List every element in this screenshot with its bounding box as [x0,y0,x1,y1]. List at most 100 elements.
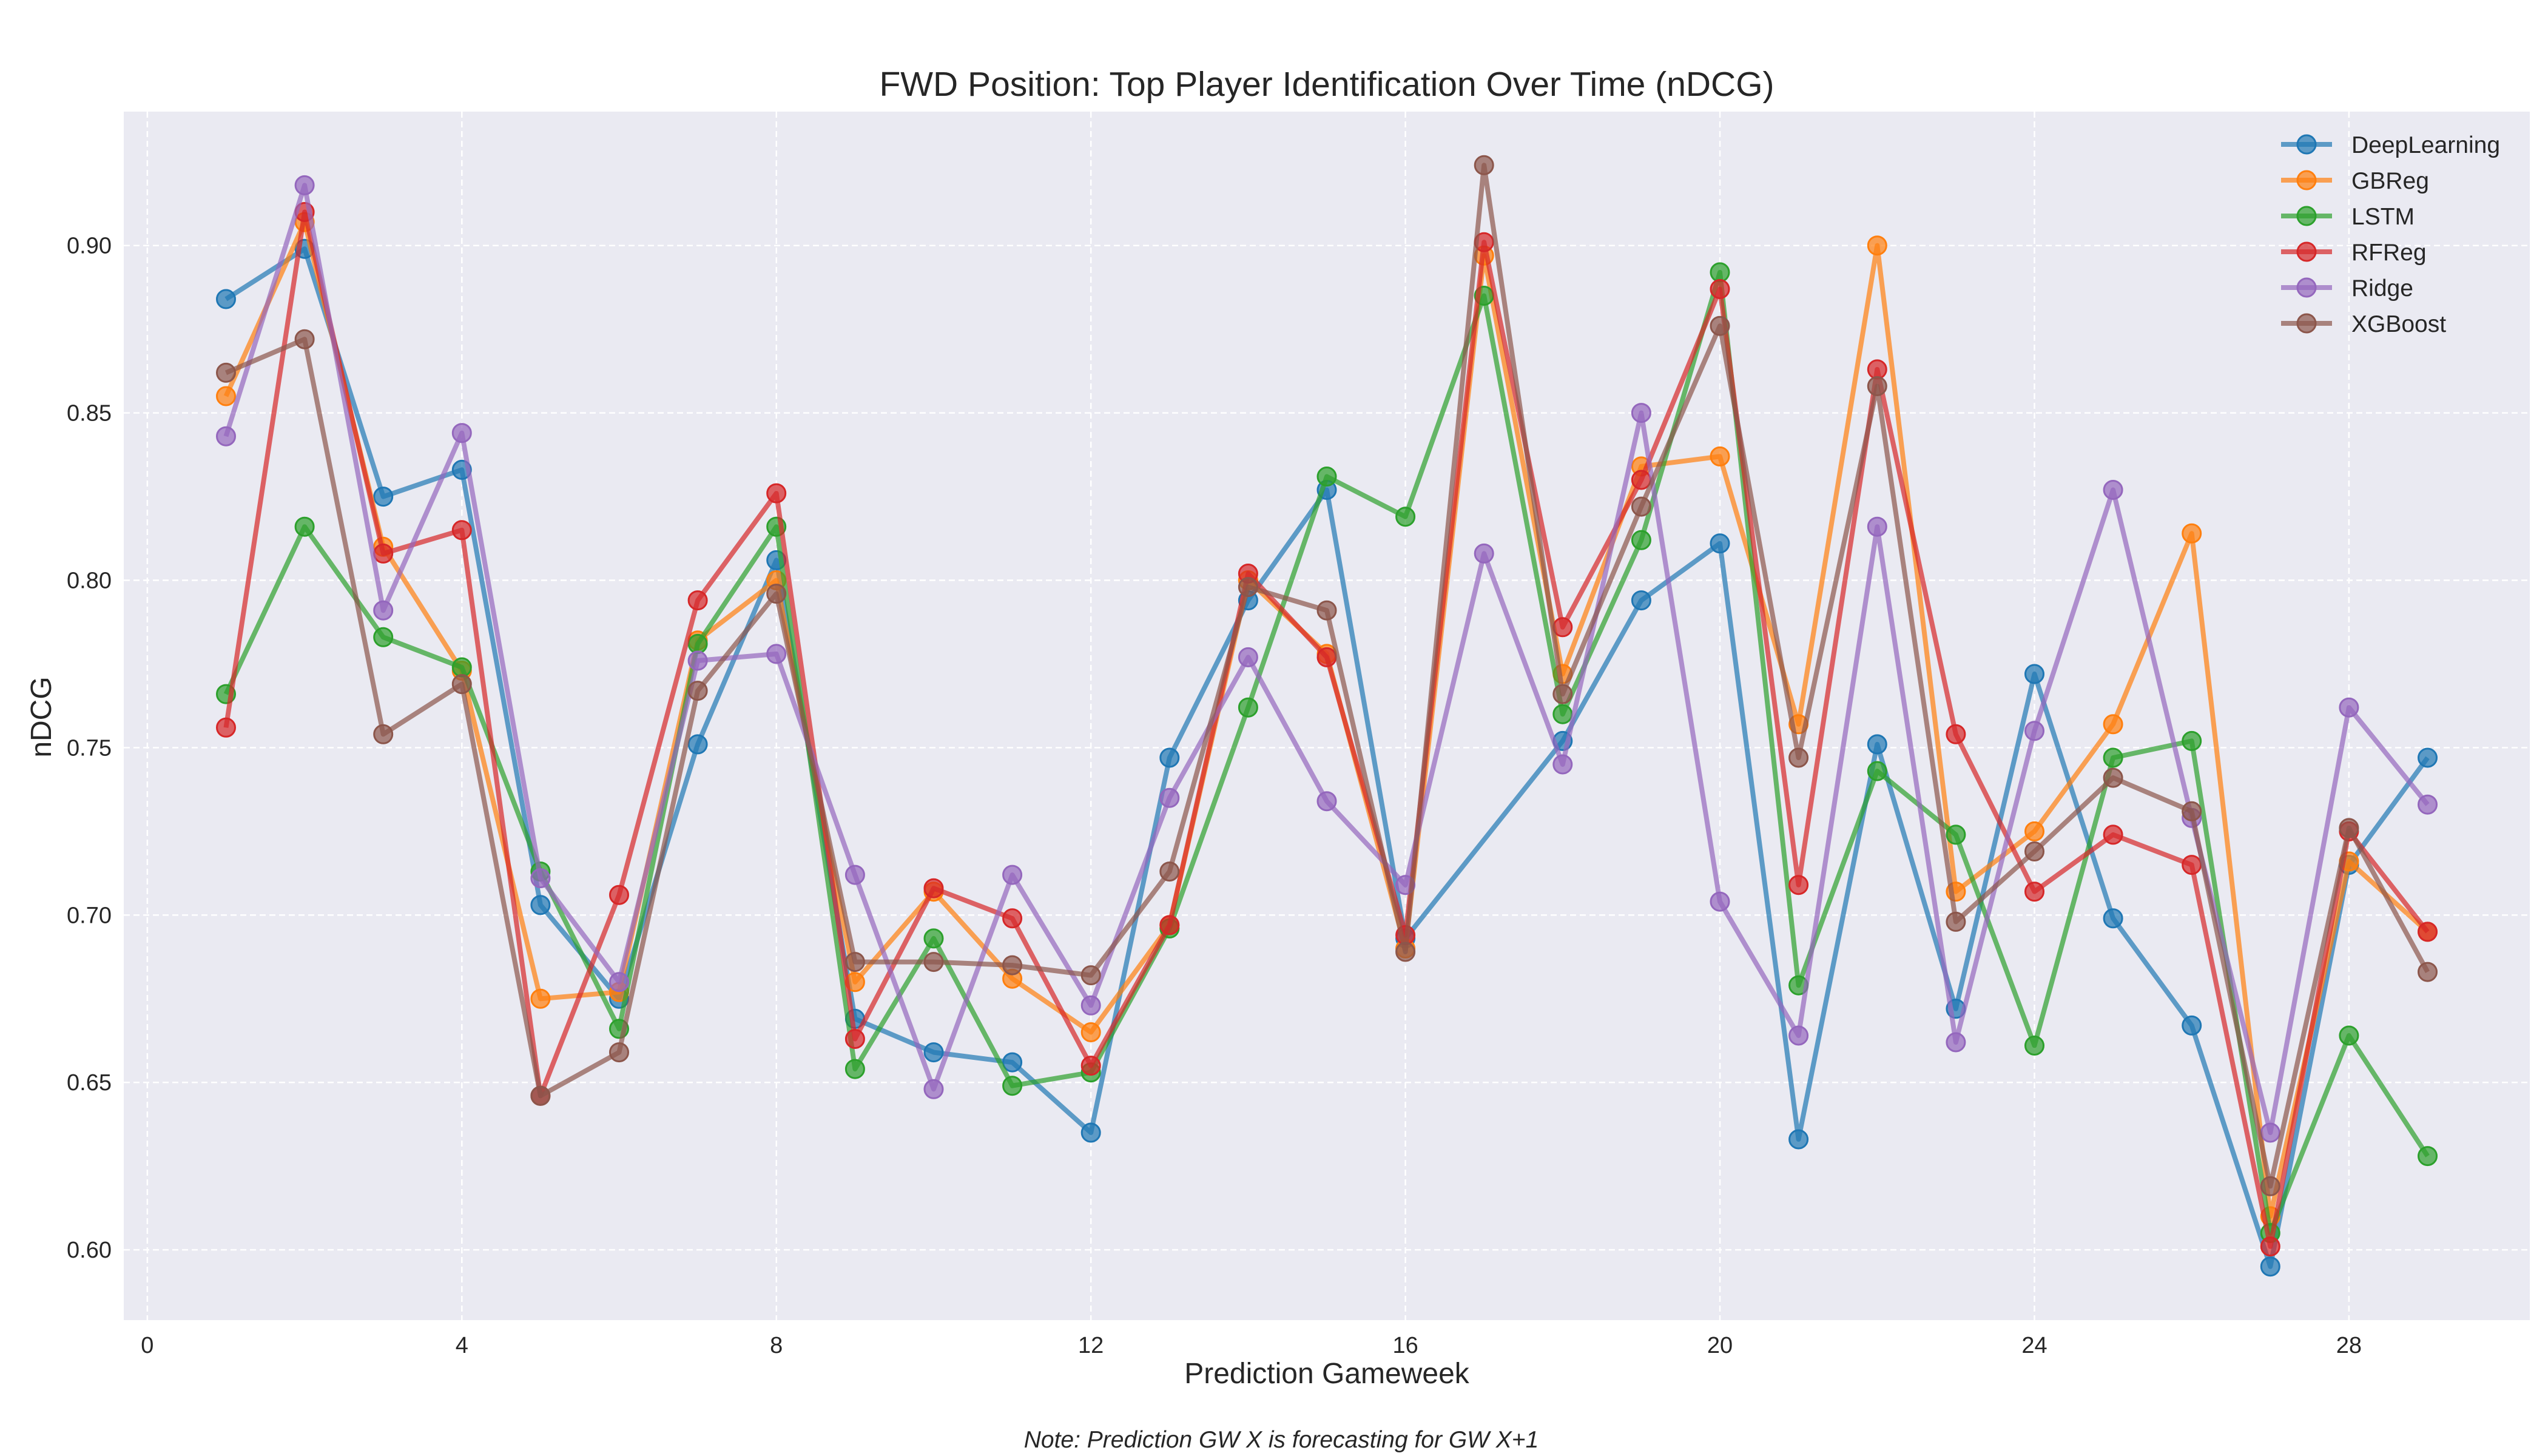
data-point-xgboost [1710,315,1730,336]
data-point-ridge [766,644,787,664]
data-point-rfreg [844,1029,865,1049]
legend-item-gbreg: GBReg [2281,168,2429,194]
legend-marker [2296,313,2317,334]
data-point-gbreg [530,988,551,1009]
data-point-lstm [1395,507,1416,527]
x-tick-label: 16 [1392,1333,1418,1358]
data-point-lstm [2024,1036,2044,1056]
data-point-ridge [1867,516,1887,537]
data-point-ridge [1788,1025,1809,1046]
x-tick-label: 0 [141,1333,153,1358]
data-point-rfreg [1552,617,1573,638]
data-point-ridge [1552,754,1573,775]
x-axis-ticks: 0 4 8 12 16 20 24 28 [141,1333,2362,1358]
data-point-lstm [2103,747,2123,768]
plot-area [124,112,2530,1320]
legend-marker [2296,277,2317,298]
data-point-ridge [294,175,315,195]
x-tick-label: 4 [456,1333,468,1358]
legend-item-deeplearning: DeepLearning [2281,132,2500,158]
legend-label: XGBoost [2351,311,2446,337]
data-point-ridge [216,426,236,447]
data-point-deeplearning [1080,1122,1101,1143]
data-point-gbreg [2103,714,2123,735]
data-point-ridge [2418,794,2438,815]
data-point-ridge [923,1079,944,1099]
data-point-xgboost [451,674,472,695]
data-point-xgboost [294,329,315,349]
data-point-ridge [2103,480,2123,500]
data-point-deeplearning [2418,747,2438,768]
legend-marker [2296,134,2317,155]
data-point-xgboost [1159,861,1180,882]
y-tick-label: 0.75 [67,735,112,761]
data-point-rfreg [1867,359,1887,380]
data-point-gbreg [2182,523,2202,544]
legend-marker [2296,170,2317,190]
data-point-xgboost [2024,841,2044,861]
legend-label: Ridge [2351,275,2413,302]
data-point-xgboost [1788,747,1809,768]
data-point-ridge [1159,787,1180,808]
data-point-xgboost [1946,911,1966,932]
data-point-deeplearning [1867,734,1887,755]
data-point-ridge [1474,543,1494,564]
data-point-xgboost [2418,962,2438,982]
data-point-deeplearning [216,289,236,309]
y-axis-ticks: 0.60 0.65 0.70 0.75 0.80 0.85 0.90 [67,234,112,1263]
data-point-xgboost [2103,767,2123,788]
data-point-lstm [687,633,708,654]
y-tick-label: 0.70 [67,903,112,928]
data-point-ridge [1002,864,1023,885]
data-point-deeplearning [1002,1052,1023,1073]
data-point-lstm [1710,262,1730,283]
data-point-xgboost [1474,155,1494,175]
y-tick-label: 0.80 [67,568,112,594]
data-point-ridge [1946,1032,1966,1053]
y-axis-label: nDCG [25,676,58,757]
data-point-ridge [2260,1122,2280,1143]
data-point-rfreg [1080,1056,1101,1076]
data-point-xgboost [2182,801,2202,821]
data-point-deeplearning [1788,1129,1809,1150]
chart-title: FWD Position: Top Player Identification … [879,65,1774,104]
data-point-xgboost [1002,955,1023,976]
data-point-gbreg [2024,821,2044,841]
data-point-rfreg [2182,855,2202,875]
data-point-xgboost [1238,577,1258,598]
data-point-ridge [687,650,708,671]
x-tick-label: 8 [770,1333,783,1358]
data-point-lstm [844,1059,865,1079]
x-tick-label: 12 [1078,1333,1104,1358]
data-point-lstm [451,657,472,678]
data-point-xgboost [766,584,787,604]
legend-item-rfreg: RFReg [2281,240,2427,266]
data-point-xgboost [687,681,708,701]
data-point-gbreg [1080,1022,1101,1042]
data-point-rfreg [2103,824,2123,845]
data-point-lstm [1867,761,1887,781]
data-point-lstm [2418,1146,2438,1167]
legend-label: GBReg [2351,168,2429,194]
data-point-rfreg [1946,724,1966,744]
data-point-gbreg [1867,235,1887,256]
data-point-lstm [1946,824,1966,845]
data-point-ridge [530,868,551,889]
data-point-ridge [844,864,865,885]
data-point-ridge [2339,697,2359,718]
data-point-ridge [1238,647,1258,667]
data-point-deeplearning [923,1042,944,1063]
legend-item-ridge: Ridge [2281,275,2413,302]
data-point-deeplearning [2260,1256,2280,1277]
data-point-deeplearning [373,487,394,507]
data-point-lstm [2339,1025,2359,1046]
data-point-gbreg [1710,446,1730,467]
x-tick-label: 20 [1707,1333,1733,1358]
data-point-ridge [2024,721,2044,741]
data-point-deeplearning [1710,533,1730,554]
data-point-ridge [609,972,629,993]
data-point-rfreg [609,885,629,905]
data-point-ridge [451,423,472,443]
data-point-deeplearning [530,895,551,915]
footnote: Note: Prediction GW X is forecasting for… [1024,1427,1539,1453]
